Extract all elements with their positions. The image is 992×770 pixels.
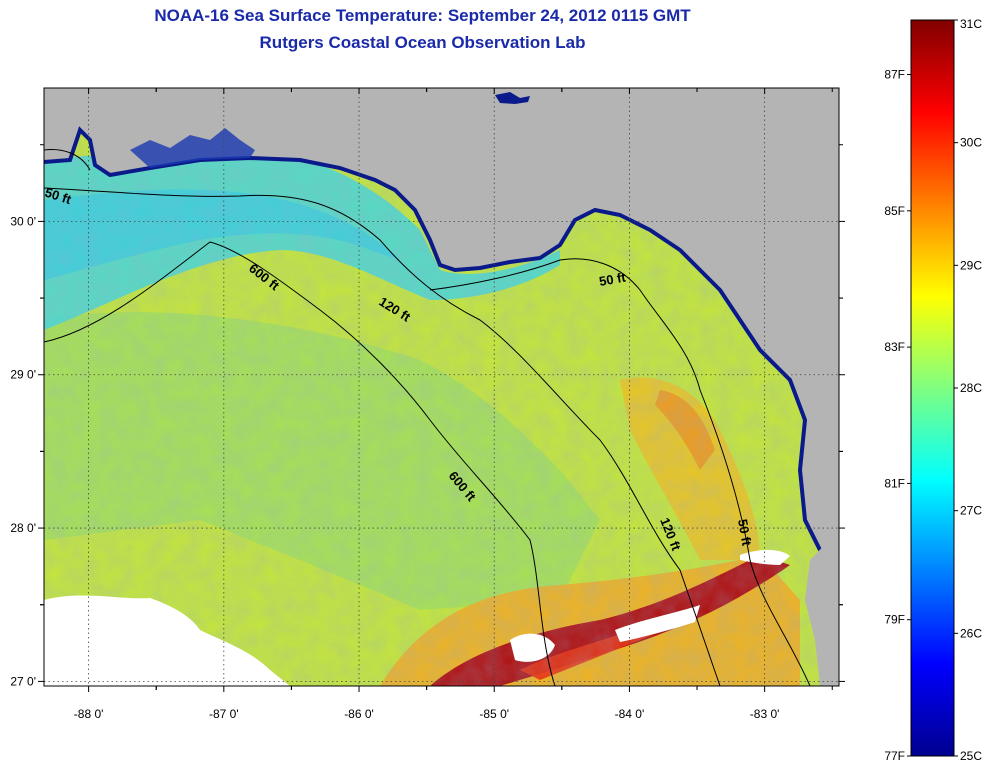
colorbar-label-f: 81F <box>884 476 905 490</box>
colorbar-label-c: 29C <box>960 258 982 272</box>
x-tick-label: -88 0' <box>74 707 104 721</box>
cloud-south-2 <box>615 605 700 642</box>
contour-120ft <box>44 187 721 686</box>
x-tick-label: -85 0' <box>479 707 509 721</box>
map-title: NOAA-16 Sea Surface Temperature: Septemb… <box>154 6 691 25</box>
x-axis: -88 0' -87 0' -86 0' -85 0' -84 0' -83 0' <box>74 88 833 721</box>
colorbar-label-c: 30C <box>960 136 982 150</box>
contour-50ft-west <box>44 149 91 171</box>
colorbar-label-c: 26C <box>960 626 982 640</box>
map-grid <box>44 88 839 686</box>
contour-50ft <box>429 258 811 686</box>
colorbar-label-c: 31C <box>960 17 982 31</box>
x-tick-label: -87 0' <box>209 707 239 721</box>
map-subtitle: Rutgers Coastal Ocean Observation Lab <box>259 33 586 52</box>
colorbar-label-c: 25C <box>960 749 982 763</box>
colorbar <box>910 19 955 757</box>
colorbar-label-f: 85F <box>884 204 905 218</box>
colorbar-label-c: 28C <box>960 381 982 395</box>
y-tick-label: 29 0' <box>10 368 36 382</box>
colorbar-label-f: 79F <box>884 613 905 627</box>
contour-label-50ft-east: 50 ft <box>598 269 628 289</box>
y-axis: 30 0' 29 0' 28 0' 27 0' <box>10 144 845 688</box>
land-southeast <box>805 530 839 686</box>
y-tick-label: 27 0' <box>10 674 36 688</box>
y-tick-label: 30 0' <box>10 214 36 228</box>
x-tick-label: -86 0' <box>344 707 374 721</box>
colorbar-label-f: 83F <box>884 340 905 354</box>
inland-lake <box>495 92 530 104</box>
plot-area: 50 ft 600 ft 120 ft 50 ft 120 ft 600 ft … <box>44 88 839 686</box>
y-tick-label: 28 0' <box>10 521 36 535</box>
colorbar-label-f: 77F <box>884 749 905 763</box>
colorbar-label-f: 87F <box>884 68 905 82</box>
cloud-southwest <box>44 595 290 686</box>
contour-label-50ft-south: 50 ft <box>735 518 755 548</box>
x-tick-label: -84 0' <box>615 707 645 721</box>
colorbar-label-c: 27C <box>960 504 982 518</box>
cloud-south-1 <box>510 633 555 662</box>
x-tick-label: -83 0' <box>750 707 780 721</box>
land-mass <box>44 88 839 560</box>
colorbar-labels: 31C 30C 29C 28C 27C 26C 25C 87F 85F 83F 81F 79F 77F <box>884 17 982 763</box>
plot-frame <box>43 87 840 687</box>
contour-600ft <box>44 241 556 686</box>
